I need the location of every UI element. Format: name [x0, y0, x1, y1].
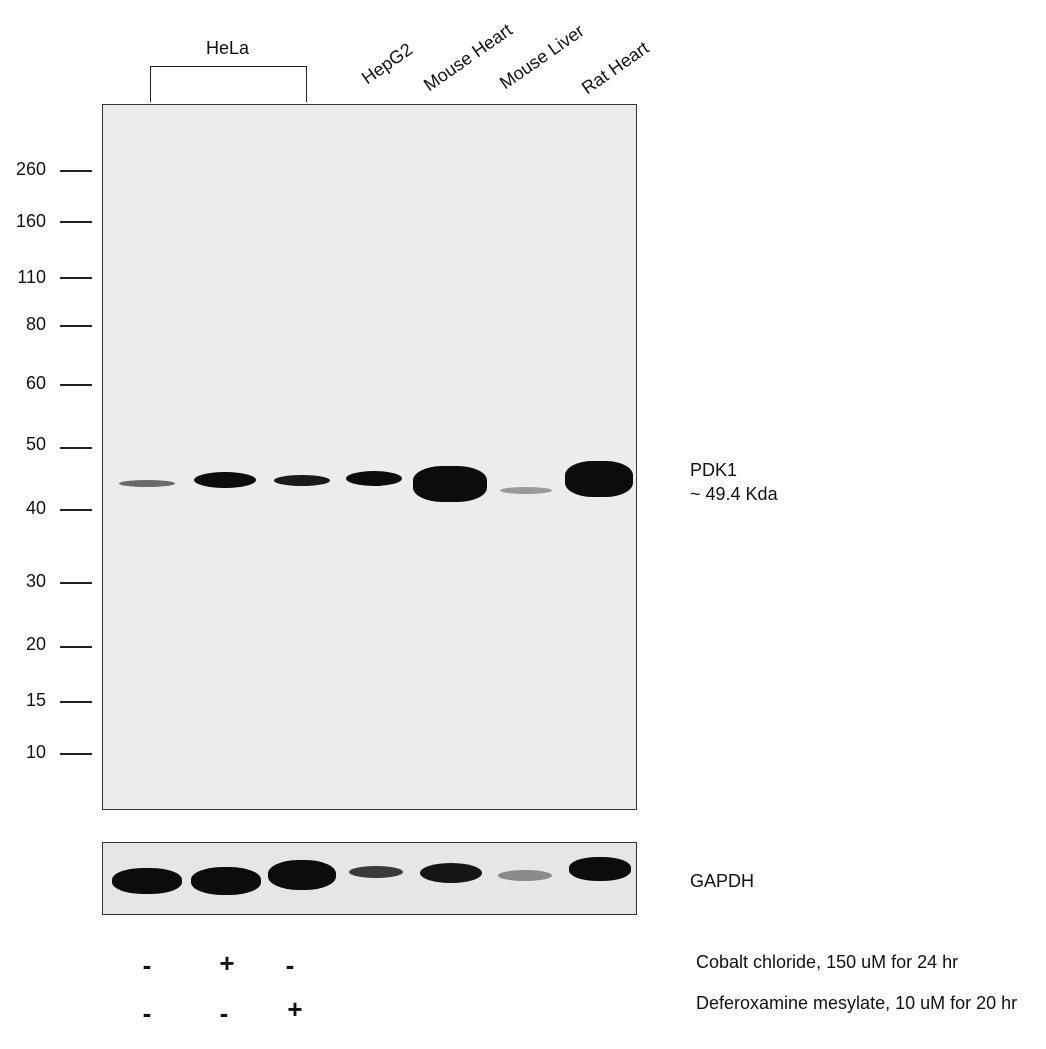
mw-tick [60, 447, 92, 449]
mw-label-30: 30 [25, 571, 46, 591]
target-name-label: PDK1 [690, 460, 738, 480]
mw-tick [60, 582, 92, 584]
mw-tick [60, 509, 92, 511]
mw-label-260: 260 [15, 159, 46, 179]
mw-label-40: 40 [25, 498, 46, 518]
gapdh-band-lane-4 [349, 866, 403, 878]
treatment-sign: + [219, 948, 235, 978]
treatment-sign: - [219, 998, 229, 1028]
pdk1-band-lane-3 [274, 475, 330, 486]
treatment-label-deferoxamine: Deferoxamine mesylate, 10 uM for 20 hr [696, 993, 1018, 1013]
loading-control-label: GAPDH [690, 871, 755, 891]
lane-label-hepg2: HepG2 [357, 39, 417, 89]
gapdh-band-lane-7 [569, 857, 631, 881]
mw-tick [60, 753, 92, 755]
pdk1-band-lane-4 [346, 471, 402, 486]
mw-tick [60, 384, 92, 386]
mw-label-50: 50 [25, 434, 46, 454]
mw-label-110: 110 [17, 267, 46, 287]
treatment-sign: + [287, 994, 303, 1024]
gapdh-band-lane-1 [112, 868, 182, 894]
lane-label-rat-heart: Rat Heart [577, 37, 653, 99]
hela-bracket [150, 66, 307, 102]
mw-label-20: 20 [25, 634, 46, 654]
mw-tick [60, 646, 92, 648]
treatment-sign: - [142, 950, 152, 980]
mw-tick [60, 277, 92, 279]
mw-tick [60, 170, 92, 172]
gapdh-band-lane-6 [498, 870, 552, 881]
pdk1-band-lane-1 [119, 480, 175, 487]
mw-label-80: 80 [25, 314, 46, 334]
pdk1-band-lane-7 [565, 461, 633, 497]
mw-label-15: 15 [25, 690, 46, 710]
mw-tick [60, 221, 92, 223]
mw-label-160: 160 [15, 211, 46, 231]
pdk1-blot-panel [102, 104, 637, 810]
gapdh-band-lane-5 [420, 863, 482, 883]
target-size-label: ~ 49.4 Kda [690, 484, 778, 504]
gapdh-band-lane-3 [268, 860, 336, 890]
pdk1-band-lane-5 [413, 466, 487, 502]
hela-group-label: HeLa [206, 38, 250, 58]
treatment-sign: - [285, 950, 295, 980]
mw-label-10: 10 [25, 742, 46, 762]
gapdh-band-lane-2 [191, 867, 261, 895]
pdk1-band-lane-6 [500, 487, 552, 494]
treatment-sign: - [142, 998, 152, 1028]
mw-tick [60, 325, 92, 327]
mw-tick [60, 701, 92, 703]
treatment-label-cobalt: Cobalt chloride, 150 uM for 24 hr [696, 952, 959, 972]
pdk1-band-lane-2 [194, 472, 256, 488]
mw-label-60: 60 [25, 373, 46, 393]
gapdh-blot-panel [102, 842, 637, 915]
